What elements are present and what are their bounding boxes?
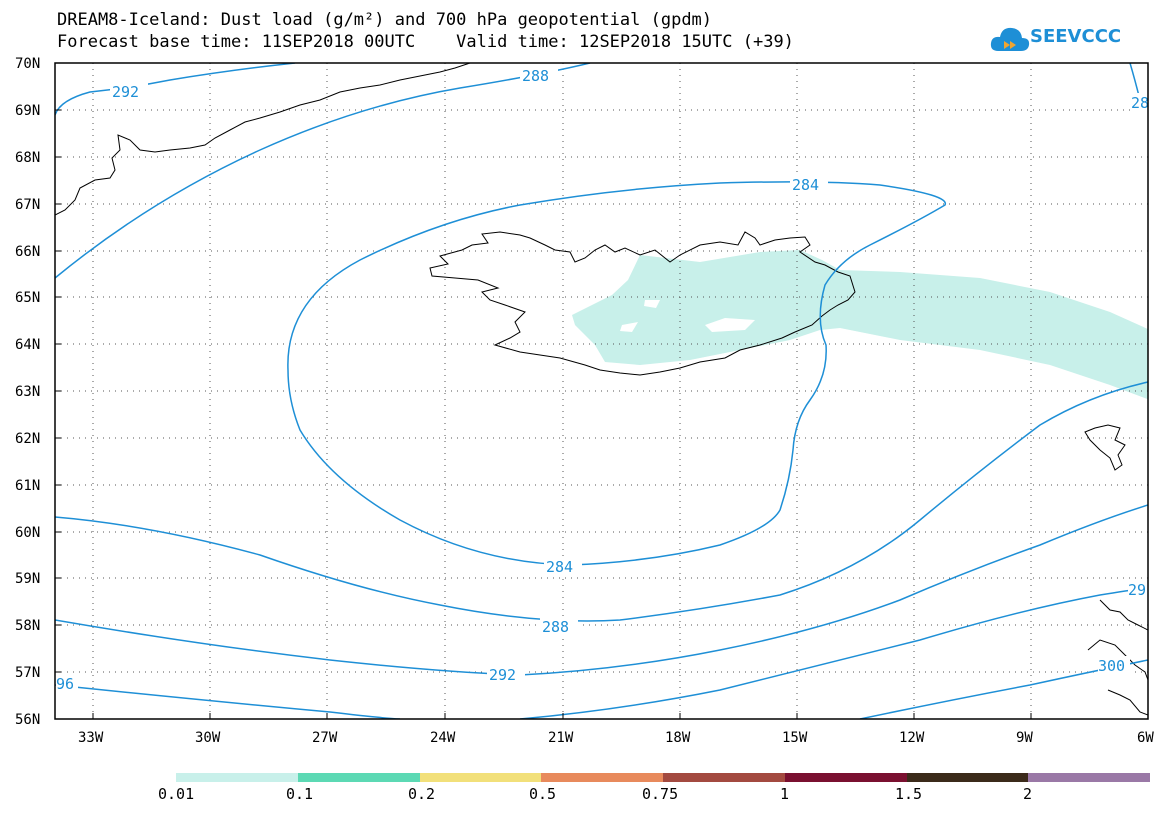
map-title: DREAM8-Iceland: Dust load (g/m²) and 700… [57, 10, 713, 30]
scotland-coastline [1087, 599, 1148, 716]
lon-label: 9W [1016, 730, 1033, 746]
colorbar-label: 0.1 [286, 785, 313, 803]
lon-label: 12W [899, 730, 925, 746]
contour-288-south [55, 504, 1148, 676]
colorbar-label: 0.75 [642, 785, 678, 803]
colorbar-label: 0.5 [529, 785, 556, 803]
cloud-icon [990, 27, 1030, 51]
colorbar-label: 2 [1023, 785, 1032, 803]
lat-label: 59N [15, 571, 40, 587]
contour-288-north [55, 63, 591, 279]
contour-labels: 292 288 284 284 288 292 96 28 29 300 [56, 66, 1149, 693]
colorbar-segment [420, 773, 541, 782]
lon-label: 33W [78, 730, 104, 746]
lat-label: 62N [15, 431, 40, 447]
dust-load-area [572, 250, 1148, 400]
contour-label: 28 [1131, 94, 1149, 112]
lat-label: 68N [15, 150, 40, 166]
lat-label: 64N [15, 337, 40, 353]
contour-292-north [55, 63, 296, 116]
lat-label: 58N [15, 618, 40, 634]
contour-label: 284 [546, 558, 573, 576]
lon-label: 30W [195, 730, 221, 746]
lon-label: 21W [548, 730, 574, 746]
seevccc-logo: SEEVCCC [990, 21, 1140, 57]
contour-292-south [55, 684, 401, 719]
lat-label: 66N [15, 244, 40, 260]
contour-label: 292 [112, 83, 139, 101]
colorbar-label: 1 [780, 785, 789, 803]
coastlines [55, 63, 1148, 716]
contour-296-south [519, 587, 1148, 719]
colorbar-segment [298, 773, 420, 782]
contour-label: 292 [489, 666, 516, 684]
contour-label: 300 [1098, 657, 1125, 675]
greenland-coastline [55, 63, 471, 216]
map-subtitle: Forecast base time: 11SEP2018 00UTC Vali… [57, 32, 794, 52]
lon-label: 24W [430, 730, 456, 746]
lon-label: 27W [312, 730, 338, 746]
colorbar-segment [176, 773, 298, 782]
logo-text: SEEVCCC [1030, 26, 1122, 47]
colorbar-segment [1028, 773, 1150, 782]
colorbar-label: 0.01 [158, 785, 194, 803]
dust-plume [572, 250, 1148, 400]
axis-ticks [55, 109, 1032, 719]
lon-label: 18W [665, 730, 691, 746]
contour-284-inner [287, 181, 946, 566]
lat-label: 57N [15, 665, 40, 681]
lat-label: 65N [15, 290, 40, 306]
lat-label: 56N [15, 712, 40, 728]
contour-label: 29 [1128, 581, 1146, 599]
colorbar-segment [907, 773, 1028, 782]
contour-label: 96 [56, 675, 74, 693]
faroe-islands-coastline [1084, 424, 1126, 471]
lat-label: 61N [15, 478, 40, 494]
iceland-coastline [429, 231, 856, 376]
graticule [55, 63, 1148, 719]
colorbar-segment [663, 773, 785, 782]
colorbar-segment [785, 773, 907, 782]
longitude-labels: 33W 30W 27W 24W 21W 18W 15W 12W 9W 6W [78, 730, 1154, 746]
lat-label: 69N [15, 103, 40, 119]
lat-label: 70N [15, 56, 40, 72]
contour-label: 284 [792, 176, 819, 194]
contour-label: 288 [542, 618, 569, 636]
lon-label: 6W [1137, 730, 1154, 746]
colorbar-label: 0.2 [408, 785, 435, 803]
latitude-labels: 70N 69N 68N 67N 66N 65N 64N 63N 62N 61N … [15, 56, 40, 728]
lon-label: 15W [782, 730, 808, 746]
colorbar-label: 1.5 [895, 785, 922, 803]
lat-label: 60N [15, 525, 40, 541]
lat-label: 67N [15, 197, 40, 213]
contour-label: 288 [522, 67, 549, 85]
colorbar-segment [541, 773, 663, 782]
colorbar: 0.01 0.1 0.2 0.5 0.75 1 1.5 2 [158, 773, 1150, 803]
contour-mid-west [55, 381, 1148, 622]
lat-label: 63N [15, 384, 40, 400]
